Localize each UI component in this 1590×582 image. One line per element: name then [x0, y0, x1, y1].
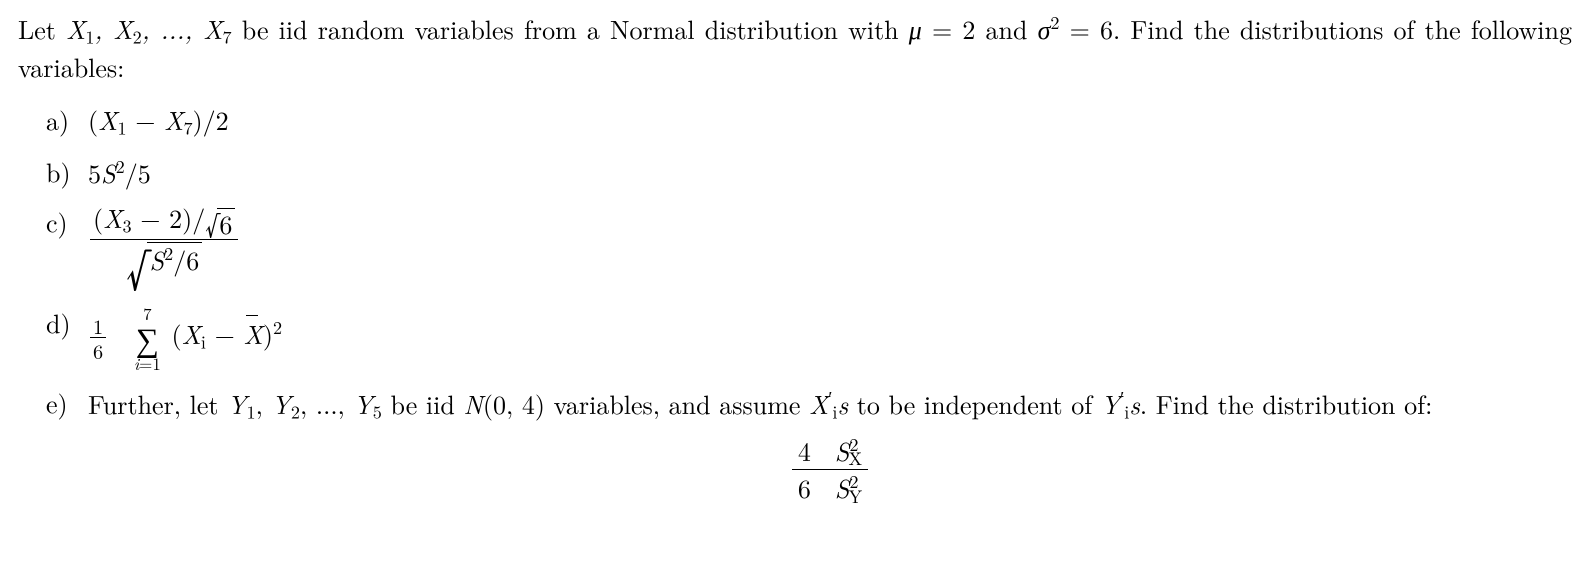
- parts-list: a) (X1 − X7)/2 b) 5S2/5 c) (X3 − 2)/ √ 6: [18, 102, 1572, 506]
- part-c-label: c): [46, 204, 88, 239]
- c-num-sqrt: √ 6: [205, 208, 235, 238]
- e-yseq: Y1, Y2, ..., Y5: [227, 385, 382, 422]
- part-a-body: (X1 − X7)/2: [88, 102, 1572, 140]
- part-b: b) 5S2/5: [46, 154, 1572, 190]
- intro-seq: X1, X2, ..., X7: [66, 10, 232, 47]
- b-S: S: [101, 154, 116, 191]
- b-sup: 2: [116, 153, 125, 179]
- sigma-symbol: σ: [1038, 10, 1051, 47]
- part-e-body: Further, let Y1, Y2, ..., Y5 be iid N(0,…: [88, 385, 1572, 505]
- radical-icon: √: [126, 242, 149, 291]
- part-a-label: a): [46, 102, 88, 137]
- part-e-display: 4 S2X 6 S2Y: [88, 435, 1572, 506]
- d-xbar: X: [244, 316, 263, 351]
- e-display-num: 4 S2X: [792, 435, 868, 470]
- part-d-body: 1 6 7 ∑ i=1 (Xi − X)2: [88, 305, 1572, 371]
- part-e-label: e): [46, 385, 88, 420]
- b-div: /5: [125, 154, 151, 191]
- part-d-label: d): [46, 305, 88, 340]
- mu-symbol: μ: [909, 10, 922, 47]
- part-b-label: b): [46, 154, 88, 189]
- mu-eq: = 2 and: [922, 10, 1038, 47]
- c-den-sqrt: √ S2/6: [126, 242, 202, 291]
- problem-intro: Let X1, X2, ..., X7 be iid random variab…: [18, 10, 1572, 84]
- part-c-body: (X3 − 2)/ √ 6 √ S2/6: [88, 204, 1572, 291]
- d-sum-lower: i=1: [134, 355, 161, 372]
- d-sum: 7 ∑ i=1: [134, 305, 161, 371]
- part-c: c) (X3 − 2)/ √ 6 √ S2/6: [46, 204, 1572, 291]
- part-d: d) 1 6 7 ∑ i=1 (Xi − X)2: [46, 305, 1572, 371]
- c-numerator: (X3 − 2)/ √ 6: [90, 204, 238, 238]
- b-coef: 5: [88, 154, 101, 191]
- c-denominator: √ S2/6: [90, 239, 238, 291]
- intro-pre: Let: [18, 10, 66, 47]
- e-display-den: 6 S2Y: [792, 469, 868, 506]
- intro-mid: be iid random variables from a Normal di…: [232, 10, 909, 47]
- d-onesixth: 1 6: [90, 315, 106, 362]
- part-e: e) Further, let Y1, Y2, ..., Y5 be iid N…: [46, 385, 1572, 505]
- sigma-sup: 2: [1050, 9, 1059, 35]
- part-a: a) (X1 − X7)/2: [46, 102, 1572, 140]
- part-b-body: 5S2/5: [88, 154, 1572, 190]
